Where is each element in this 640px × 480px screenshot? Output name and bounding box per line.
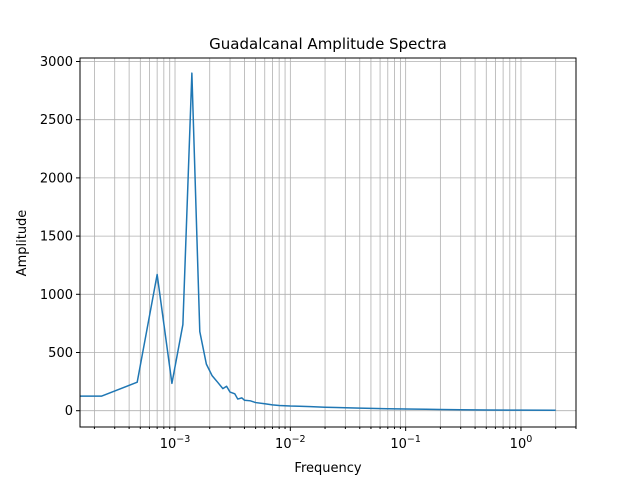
grid-layer bbox=[80, 58, 577, 427]
y-tick-label: 0 bbox=[65, 404, 73, 419]
y-tick-label: 1000 bbox=[40, 288, 73, 303]
tick-layer: 0 500 1000 1500 2000 2500 3000 10−3 10−2 10−1 100 bbox=[40, 55, 577, 452]
y-tick-label: 500 bbox=[48, 346, 73, 361]
line-layer bbox=[80, 72, 556, 411]
y-tick-label: 1500 bbox=[40, 230, 73, 245]
x-axis-label: Frequency bbox=[294, 461, 361, 476]
y-tick-label: 2000 bbox=[40, 171, 73, 186]
y-tick-label: 2500 bbox=[40, 113, 73, 128]
x-tick-label: 10−2 bbox=[275, 434, 306, 452]
x-tick-label: 10−3 bbox=[160, 434, 191, 452]
y-axis-label: Amplitude bbox=[15, 210, 30, 277]
spectrum-line bbox=[80, 72, 556, 411]
y-tick-label: 3000 bbox=[40, 55, 73, 70]
x-tick-label: 100 bbox=[510, 434, 533, 452]
x-tick-label: 10−1 bbox=[390, 434, 421, 452]
chart-title: Guadalcanal Amplitude Spectra bbox=[209, 35, 447, 53]
plot-frame bbox=[79, 57, 577, 428]
